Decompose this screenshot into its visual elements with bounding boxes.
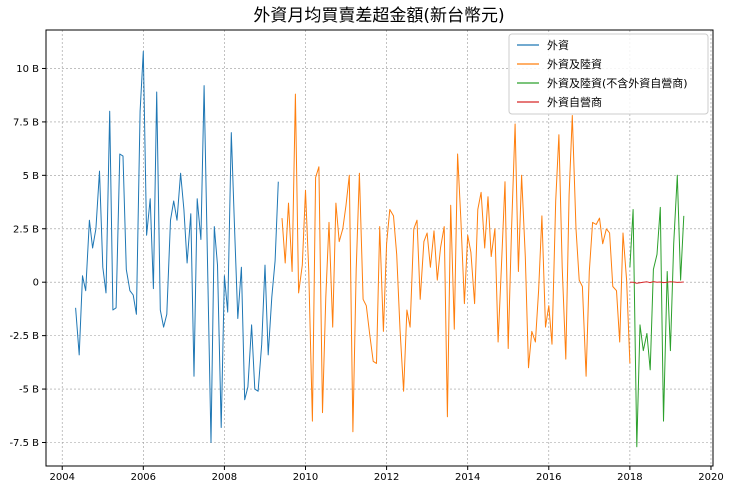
y-axis: -7.5 B -5 B -2.5 B 0 2.5 B 5 B 7.5 B 10 B [9,64,46,449]
x-tick-label: 2016 [536,472,561,483]
x-tick-label: 2010 [293,472,318,483]
x-tick-label: 2004 [49,472,74,483]
legend-label: 外資及陸資(不含外資自營商) [547,76,688,90]
x-axis: 2004 2006 2008 2010 2012 2014 2016 2018 2020 [49,466,724,483]
series-line-4 [629,281,684,284]
y-tick-label: 5 B [23,171,40,182]
legend-label: 外資 [547,39,569,52]
legend-box [508,33,709,115]
y-tick-label: 7.5 B [13,117,39,128]
x-tick-label: 2012 [374,472,399,483]
chart-title: 外資月均買賣差超金額(新台幣元) [253,6,504,26]
series-lines [75,50,685,448]
x-tick-label: 2018 [617,472,642,483]
y-tick-label: -2.5 B [9,331,39,342]
x-tick-label: 2014 [455,472,480,483]
y-tick-label: -5 B [19,385,39,396]
x-tick-label: 2008 [212,472,237,483]
x-tick-label: 2020 [698,472,723,483]
series-line-2 [281,93,631,433]
plot-frame [45,29,714,467]
y-tick-label: 2.5 B [13,224,39,235]
legend-label: 外資自營商 [547,95,602,109]
x-tick-label: 2006 [131,472,156,483]
legend-label: 外資及陸資 [547,58,602,71]
series-line-3 [629,174,685,448]
y-tick-label: 0 [33,278,39,289]
y-tick-label: -7.5 B [9,438,39,449]
y-tick-label: 10 B [16,64,39,75]
series-line-1 [75,50,279,443]
